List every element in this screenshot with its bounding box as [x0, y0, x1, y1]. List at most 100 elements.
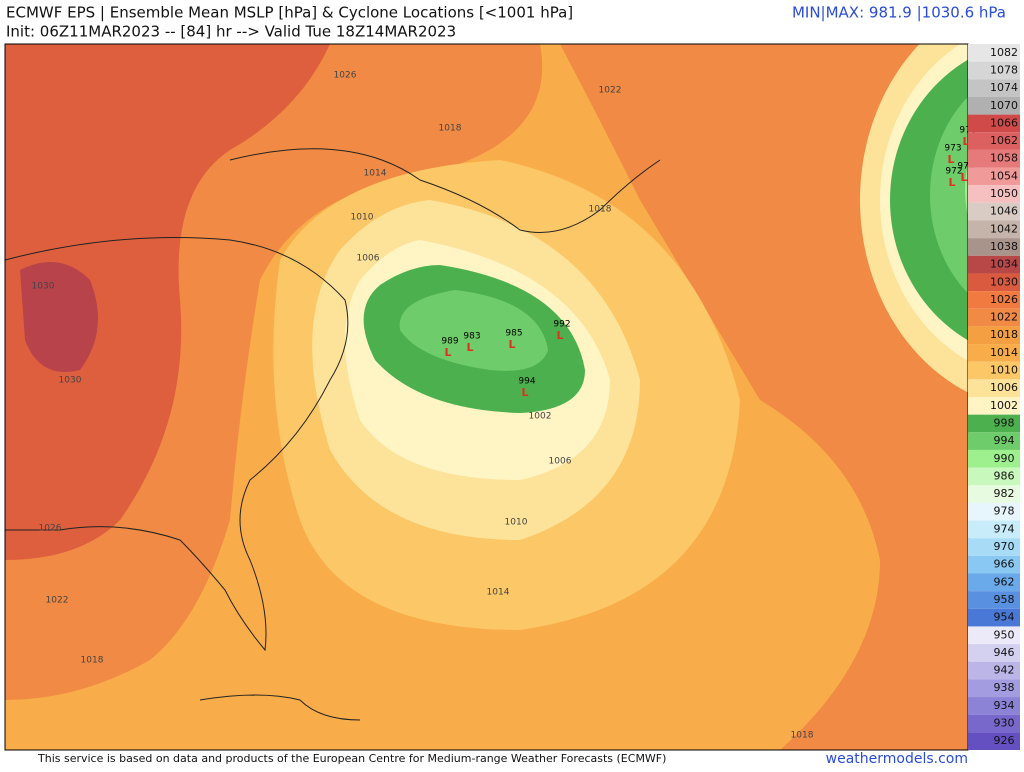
colorbar-swatch — [968, 573, 1020, 592]
colorbar-label: 1034 — [990, 258, 1018, 271]
colorbar-swatch — [968, 502, 1020, 521]
colorbar-swatch — [968, 361, 1020, 380]
colorbar-label: 1006 — [990, 381, 1018, 394]
cyclone-label: 973 — [944, 144, 961, 154]
colorbar-swatch — [968, 697, 1020, 715]
contour-label: 1010 — [351, 213, 374, 223]
colorbar-swatch — [968, 679, 1020, 698]
cyclone-label: 976 — [957, 162, 974, 172]
colorbar-swatch — [968, 626, 1020, 645]
contour-label: 1010 — [505, 518, 528, 528]
colorbar-swatch — [968, 61, 1020, 80]
colorbar-swatch — [968, 449, 1020, 468]
colorbar-label: 1022 — [990, 311, 1018, 324]
colorbar-swatch — [968, 96, 1020, 115]
colorbar-label: 1010 — [990, 364, 1018, 377]
cyclone-label: 994 — [518, 377, 535, 387]
colorbar-swatch — [968, 608, 1020, 627]
colorbar-label: 934 — [994, 699, 1015, 712]
colorbar-swatch — [968, 644, 1020, 662]
cyclone-label: 989 — [441, 337, 458, 347]
colorbar-label: 1046 — [990, 205, 1018, 218]
colorbar-label: 1070 — [990, 99, 1018, 112]
cyclone-marker: L — [960, 171, 967, 184]
colorbar-label: 978 — [994, 505, 1015, 518]
colorbar-label: 1082 — [990, 46, 1018, 59]
colorbar-swatch — [968, 485, 1020, 503]
colorbar-label: 942 — [994, 664, 1015, 677]
colorbar-label: 926 — [994, 734, 1015, 747]
contour-label: 1030 — [32, 282, 55, 292]
colorbar-swatch — [968, 132, 1020, 150]
footer-note: This service is based on data and produc… — [37, 752, 666, 765]
colorbar-label: 954 — [994, 611, 1015, 624]
colorbar-label: 1042 — [990, 222, 1018, 235]
cyclone-marker: L — [444, 346, 451, 359]
contour-label: 1006 — [357, 254, 380, 264]
colorbar-label: 938 — [994, 681, 1015, 694]
colorbar-swatch — [968, 732, 1020, 750]
colorbar-label: 946 — [994, 646, 1015, 659]
contour-label: 1018 — [589, 205, 612, 215]
colorbar-swatch — [968, 308, 1020, 327]
cyclone-marker: L — [556, 329, 563, 342]
colorbar-swatch — [968, 379, 1020, 397]
colorbar-swatch — [968, 326, 1020, 345]
colorbar-label: 982 — [994, 487, 1015, 500]
colorbar-label: 1038 — [990, 240, 1018, 253]
colorbar-swatch — [968, 202, 1020, 221]
colorbar-swatch — [968, 79, 1020, 97]
colorbar-swatch — [968, 255, 1020, 274]
contour-label: 1018 — [791, 731, 814, 741]
colorbar-swatch — [968, 432, 1020, 450]
contour-label: 1030 — [59, 376, 82, 386]
colorbar-label: 962 — [994, 575, 1015, 588]
colorbar-swatch — [968, 291, 1020, 309]
colorbar-label: 1062 — [990, 134, 1018, 147]
colorbar-label: 990 — [994, 452, 1015, 465]
colorbar-label: 966 — [994, 558, 1015, 571]
colorbar-swatch — [968, 538, 1020, 556]
contour-label: 1002 — [529, 412, 552, 422]
colorbar-label: 986 — [994, 469, 1015, 482]
colorbar-label: 1058 — [990, 152, 1018, 165]
colorbar-swatch — [968, 555, 1020, 574]
colorbar-label: 930 — [994, 717, 1015, 730]
cyclone-marker: L — [948, 176, 955, 189]
colorbar-swatch — [968, 149, 1020, 168]
colorbar-label: 1014 — [990, 346, 1018, 359]
site-name: weathermodels.com — [826, 751, 968, 767]
colorbar-swatch — [968, 220, 1020, 239]
cyclone-label: 983 — [463, 332, 480, 342]
colorbar-label: 1002 — [990, 399, 1018, 412]
colorbar-label: 970 — [994, 540, 1015, 553]
contour-label: 1026 — [334, 71, 357, 81]
colorbar-label: 1066 — [990, 116, 1018, 129]
colorbar-label: 974 — [994, 522, 1015, 535]
cyclone-marker: L — [947, 153, 954, 166]
colorbar-swatch — [968, 714, 1020, 733]
colorbar-label: 950 — [994, 628, 1015, 641]
colorbar-label: 1018 — [990, 328, 1018, 341]
colorbar-label: 998 — [994, 416, 1015, 429]
colorbar-swatch — [968, 273, 1020, 292]
colorbar-swatch — [968, 344, 1020, 362]
cyclone-label: 972 — [945, 167, 962, 177]
colorbar-swatch — [968, 467, 1020, 486]
colorbar-label: 1050 — [990, 187, 1018, 200]
contour-label: 1022 — [599, 86, 622, 96]
subtitle: Init: 06Z11MAR2023 -- [84] hr --> Valid … — [6, 23, 456, 41]
contour-label: 1014 — [487, 588, 510, 598]
title: ECMWF EPS | Ensemble Mean MSLP [hPa] & C… — [6, 4, 573, 22]
cyclone-marker: L — [962, 135, 969, 148]
colorbar-label: 958 — [994, 593, 1015, 606]
cyclone-marker: L — [508, 338, 515, 351]
colorbar-label: 1026 — [990, 293, 1018, 306]
cyclone-label: 992 — [553, 320, 570, 330]
colorbar-swatch — [968, 185, 1020, 203]
colorbar-swatch — [968, 414, 1020, 433]
contour-label: 1026 — [39, 524, 62, 534]
colorbar-label: 1078 — [990, 63, 1018, 76]
colorbar-label: 1030 — [990, 275, 1018, 288]
